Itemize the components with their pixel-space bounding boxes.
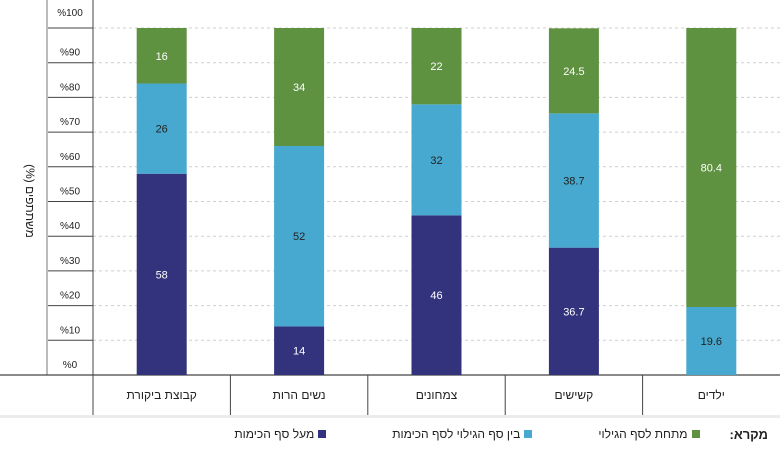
data-label: 14 xyxy=(293,346,305,358)
stacked-bar-chart: %0 %10 %20 %30 %40 %50 %60 %70 %80 %90 %100 משתתפים… xyxy=(0,0,780,418)
bar-segment xyxy=(274,326,325,375)
data-label: 32 xyxy=(430,155,442,167)
y-tick-label: %90 xyxy=(60,48,80,59)
y-tick-label: %30 xyxy=(60,256,80,267)
legend-item-below-detection: מתחת לסף הגילוי xyxy=(598,427,700,441)
data-label: 58 xyxy=(156,269,168,281)
bar-segment xyxy=(411,104,462,216)
y-tick-label: %100 xyxy=(57,8,83,19)
bar-segment xyxy=(411,215,462,375)
data-label: 38.7 xyxy=(563,176,584,188)
data-label: 80.4 xyxy=(701,162,722,174)
bar-segment xyxy=(548,28,599,114)
data-label: 19.6 xyxy=(701,336,722,348)
y-tick-label: %20 xyxy=(60,291,80,302)
y-tick-label: %40 xyxy=(60,221,80,232)
legend: מקרא: מתחת לסף הגילוי בין סף הגילוי לסף … xyxy=(168,424,768,444)
y-tick-label: %80 xyxy=(60,82,80,93)
y-tick-label: %70 xyxy=(60,117,80,128)
legend-swatch xyxy=(691,430,700,438)
data-label: 36.7 xyxy=(563,306,584,318)
bar-segment xyxy=(136,28,187,84)
y-tick-label: %0 xyxy=(63,360,78,371)
data-label: 52 xyxy=(293,231,305,243)
legend-label: בין סף הגילוי לסף הכימות xyxy=(392,427,521,441)
legend-swatch xyxy=(524,430,533,438)
category-label: קשישים xyxy=(555,388,594,402)
bar-segment xyxy=(686,306,737,375)
data-label: 46 xyxy=(430,290,442,302)
divider xyxy=(0,415,780,418)
y-tick-label: %60 xyxy=(60,152,80,163)
category-label: ילדים xyxy=(698,388,725,402)
data-label: 16 xyxy=(156,51,168,63)
bar-segment xyxy=(274,145,325,327)
bar-segment xyxy=(274,28,325,146)
category-label: נשים הרות xyxy=(273,388,326,402)
legend-label: מתחת לסף הגילוי xyxy=(598,427,688,441)
legend-title: מקרא: xyxy=(729,426,769,442)
category-label: צמחונים xyxy=(416,388,458,402)
data-label: 22 xyxy=(430,61,442,73)
data-label: 34 xyxy=(293,82,305,94)
legend-item-above-quantification: מעל סף הכימות xyxy=(234,427,327,441)
bar-segment xyxy=(686,28,737,307)
bar-segment xyxy=(548,113,599,248)
y-axis-label: משתתפים (%) xyxy=(23,164,37,238)
legend-item-between: בין סף הגילוי לסף הכימות xyxy=(392,427,533,441)
bar-segment xyxy=(411,28,462,105)
bar-segment xyxy=(548,247,599,375)
legend-swatch xyxy=(318,430,327,438)
data-label: 24.5 xyxy=(563,66,584,78)
bar-segment xyxy=(136,83,187,174)
y-tick-label: %10 xyxy=(60,325,80,336)
data-label: 26 xyxy=(156,124,168,136)
bar-segment xyxy=(136,173,187,375)
category-label: קבוצת ביקורת xyxy=(127,388,197,402)
legend-label: מעל סף הכימות xyxy=(234,427,315,441)
y-tick-label: %50 xyxy=(60,187,80,198)
